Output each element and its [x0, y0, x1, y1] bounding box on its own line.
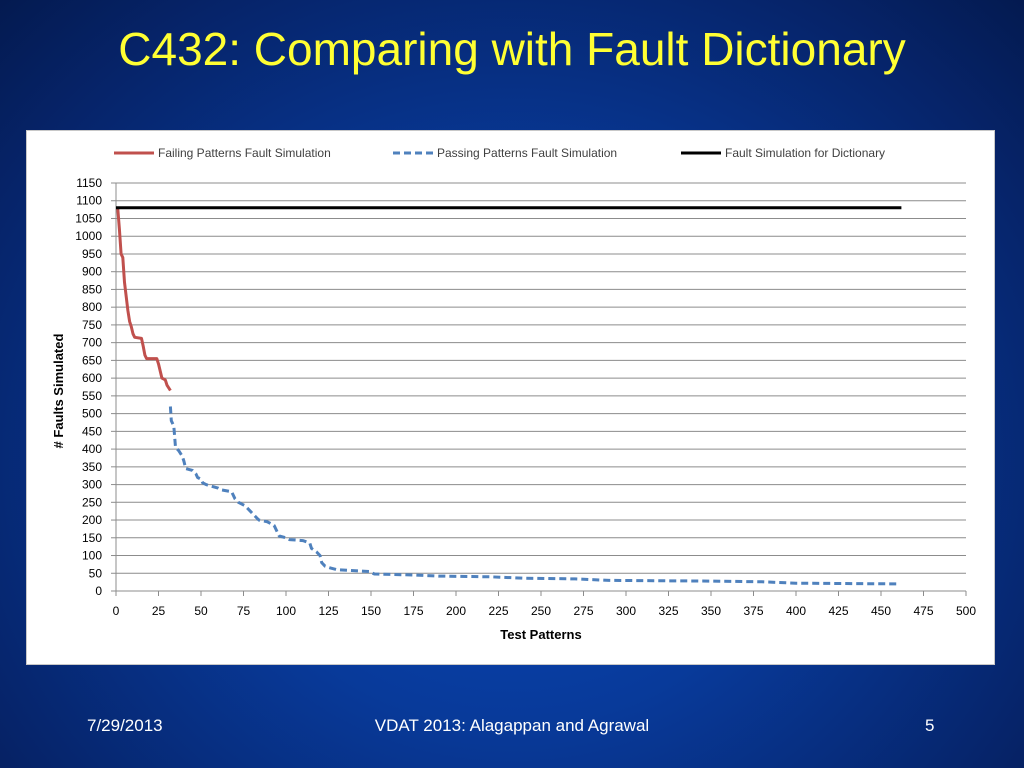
x-axis-title: Test Patterns — [500, 627, 581, 642]
x-tick-label: 500 — [956, 604, 976, 618]
x-tick-label: 375 — [743, 604, 763, 618]
x-tick-label: 100 — [276, 604, 296, 618]
x-tick-label: 225 — [488, 604, 508, 618]
x-tick-label: 250 — [531, 604, 551, 618]
y-tick-label: 300 — [82, 478, 102, 492]
x-tick-label: 0 — [113, 604, 120, 618]
y-tick-label: 350 — [82, 460, 102, 474]
x-tick-label: 75 — [237, 604, 251, 618]
y-tick-label: 900 — [82, 265, 102, 279]
x-tick-label: 450 — [871, 604, 891, 618]
x-tick-label: 150 — [361, 604, 381, 618]
series-line-1 — [116, 207, 172, 392]
footer-date: 7/29/2013 — [87, 716, 163, 735]
page-number: 5 — [925, 716, 935, 735]
y-axis-title: # Faults Simulated — [51, 334, 66, 449]
x-tick-label: 425 — [828, 604, 848, 618]
slide-title: C432: Comparing with Fault Dictionary — [118, 23, 906, 75]
grid-layer — [116, 182, 966, 592]
series-layer — [116, 206, 902, 586]
y-tick-label: 650 — [82, 353, 102, 367]
y-tick-label: 50 — [89, 566, 103, 580]
x-tick-label: 300 — [616, 604, 636, 618]
y-tick-label: 850 — [82, 282, 102, 296]
x-tick-label: 200 — [446, 604, 466, 618]
axis-layer: 0501001502002503003504004505005506006507… — [75, 176, 976, 618]
x-tick-label: 400 — [786, 604, 806, 618]
y-tick-label: 100 — [82, 549, 102, 563]
x-tick-label: 50 — [194, 604, 208, 618]
y-tick-label: 1050 — [75, 211, 102, 225]
line-chart: 0501001502002503003504004505005506006507… — [51, 146, 976, 642]
y-tick-label: 1100 — [76, 194, 102, 208]
y-tick-label: 400 — [82, 442, 102, 456]
y-tick-label: 800 — [82, 300, 102, 314]
x-tick-label: 325 — [658, 604, 678, 618]
y-tick-label: 550 — [82, 389, 102, 403]
y-tick-label: 700 — [82, 336, 102, 350]
legend-label-1: Failing Patterns Fault Simulation — [158, 146, 331, 160]
legend-label-3: Fault Simulation for Dictionary — [725, 146, 885, 160]
x-tick-label: 475 — [913, 604, 933, 618]
chart-frame: 0 50 100 150 200 250 300 350 400 450 500 550 600 650 7… — [26, 130, 995, 665]
y-tick-label: 1000 — [75, 229, 102, 243]
y-tick-label: 0 — [95, 584, 102, 598]
x-tick-label: 350 — [701, 604, 721, 618]
y-tick-label: 600 — [82, 371, 102, 385]
footer-title: VDAT 2013: Alagappan and Agrawal — [374, 716, 650, 735]
x-tick-label: 25 — [152, 604, 166, 618]
y-tick-label: 950 — [82, 247, 102, 261]
chart-legend: Failing Patterns Fault Simulation Passing… — [114, 146, 885, 160]
y-tick-label: 450 — [82, 424, 102, 438]
series-line-2 — [168, 406, 899, 586]
y-tick-label: 200 — [82, 513, 102, 527]
y-tick-label: 1150 — [76, 176, 102, 190]
x-tick-label: 125 — [318, 604, 338, 618]
y-tick-label: 750 — [82, 318, 102, 332]
y-tick-label: 150 — [82, 531, 102, 545]
legend-label-2: Passing Patterns Fault Simulation — [437, 146, 617, 160]
x-tick-label: 275 — [573, 604, 593, 618]
y-tick-label: 250 — [82, 495, 102, 509]
x-tick-label: 175 — [403, 604, 423, 618]
y-tick-label: 500 — [82, 407, 102, 421]
